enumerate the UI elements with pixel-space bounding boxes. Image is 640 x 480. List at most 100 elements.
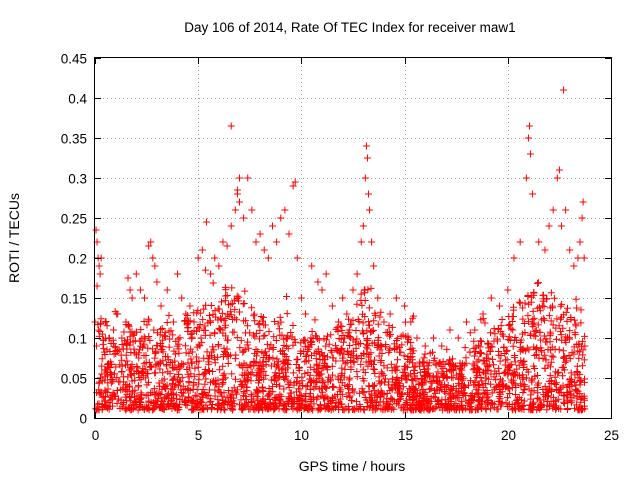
data-point xyxy=(284,380,292,388)
data-point xyxy=(384,400,392,408)
data-point xyxy=(540,303,548,311)
data-point xyxy=(525,122,533,130)
data-point xyxy=(306,386,314,394)
data-point xyxy=(163,318,171,326)
data-point xyxy=(517,404,525,412)
data-point xyxy=(130,345,138,353)
data-point xyxy=(487,380,495,388)
data-point xyxy=(185,379,193,387)
data-point xyxy=(153,397,161,405)
data-point xyxy=(546,402,554,410)
data-point xyxy=(385,405,393,413)
data-point xyxy=(576,377,584,385)
data-point xyxy=(222,348,230,356)
data-point xyxy=(337,386,345,394)
data-point xyxy=(240,347,248,355)
data-point xyxy=(377,405,385,413)
x-axis-label: GPS time / hours xyxy=(299,458,406,474)
data-point xyxy=(165,311,173,319)
data-point xyxy=(271,317,279,325)
data-point xyxy=(241,346,249,354)
data-point xyxy=(449,355,457,363)
data-point xyxy=(434,379,442,387)
data-point xyxy=(215,324,223,332)
data-point xyxy=(289,405,297,413)
data-point xyxy=(276,331,284,339)
data-point xyxy=(570,350,578,358)
data-point xyxy=(522,174,530,182)
data-point xyxy=(156,365,164,373)
data-point xyxy=(286,389,294,397)
data-point xyxy=(260,332,268,340)
data-point xyxy=(529,400,537,408)
data-point xyxy=(476,337,484,345)
data-point xyxy=(235,174,243,182)
data-point xyxy=(330,383,338,391)
data-point xyxy=(566,376,574,384)
data-point xyxy=(303,351,311,359)
data-point xyxy=(314,393,322,401)
data-point xyxy=(430,392,438,400)
data-point xyxy=(519,304,527,312)
data-point xyxy=(121,381,129,389)
data-point xyxy=(92,226,100,234)
data-point xyxy=(161,333,169,341)
data-point xyxy=(308,404,316,412)
data-point xyxy=(477,316,485,324)
data-point xyxy=(541,246,549,254)
data-point xyxy=(241,287,249,295)
data-point xyxy=(269,222,277,230)
data-point xyxy=(120,328,128,336)
data-point xyxy=(580,254,588,262)
data-point xyxy=(338,344,346,352)
data-point xyxy=(449,366,457,374)
data-point xyxy=(219,238,227,246)
data-point xyxy=(225,387,233,395)
data-point xyxy=(447,385,455,393)
data-point xyxy=(140,333,148,341)
data-point xyxy=(187,355,195,363)
data-point xyxy=(435,387,443,395)
data-point xyxy=(145,332,153,340)
data-point xyxy=(300,348,308,356)
data-point xyxy=(243,387,251,395)
data-point xyxy=(553,174,561,182)
data-point xyxy=(207,352,215,360)
data-point xyxy=(169,318,177,326)
data-point xyxy=(576,348,584,356)
data-point xyxy=(474,403,482,411)
data-point xyxy=(529,190,537,198)
data-point xyxy=(483,394,491,402)
data-point xyxy=(441,400,449,408)
data-point xyxy=(455,394,463,402)
data-point xyxy=(431,354,439,362)
data-point xyxy=(322,342,330,350)
data-point xyxy=(467,392,475,400)
data-point xyxy=(253,386,261,394)
data-point xyxy=(248,206,256,214)
data-point xyxy=(118,356,126,364)
data-point xyxy=(244,364,252,372)
data-point xyxy=(388,375,396,383)
data-point xyxy=(223,242,231,250)
data-point xyxy=(104,379,112,387)
data-point xyxy=(486,347,494,355)
data-point xyxy=(552,335,560,343)
data-point xyxy=(166,370,174,378)
data-point xyxy=(413,394,421,402)
data-point xyxy=(328,302,336,310)
data-point xyxy=(337,335,345,343)
data-point xyxy=(110,370,118,378)
data-point xyxy=(408,375,416,383)
data-point xyxy=(301,336,309,344)
data-point xyxy=(466,405,474,413)
data-point xyxy=(520,319,528,327)
data-point xyxy=(490,386,498,394)
data-point xyxy=(368,390,376,398)
data-point xyxy=(396,395,404,403)
data-point xyxy=(201,266,209,274)
data-point xyxy=(581,375,589,383)
data-point xyxy=(118,362,126,370)
data-point xyxy=(353,270,361,278)
data-point xyxy=(419,379,427,387)
